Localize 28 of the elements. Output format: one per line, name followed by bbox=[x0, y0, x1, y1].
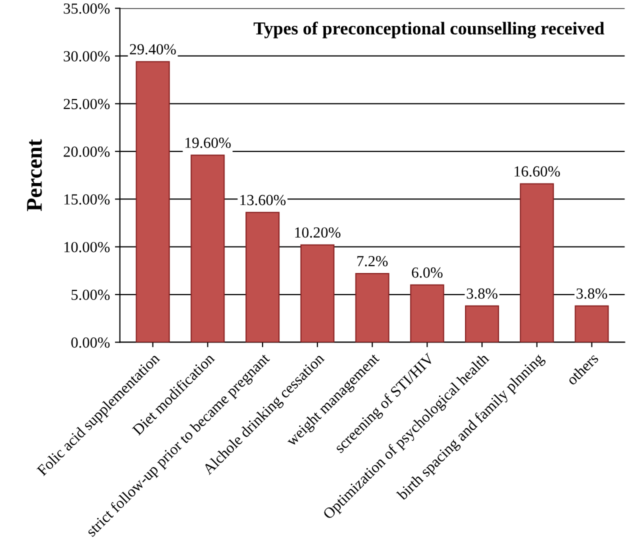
y-tick-label: 25.00% bbox=[64, 98, 110, 110]
data-label: 3.8% bbox=[466, 288, 498, 299]
y-tick-label: 35.00% bbox=[64, 3, 110, 14]
bar bbox=[465, 305, 500, 342]
data-label: 10.20% bbox=[295, 227, 340, 238]
bar bbox=[300, 244, 334, 342]
y-tick-label: 10.00% bbox=[64, 242, 110, 252]
y-axis-title: Percent bbox=[27, 139, 42, 212]
y-tick-label: 0.00% bbox=[71, 337, 110, 348]
bar bbox=[520, 183, 554, 342]
data-label: 13.60% bbox=[240, 194, 286, 206]
y-tick-label: 20.00% bbox=[64, 146, 110, 157]
bar bbox=[574, 305, 609, 342]
bar bbox=[190, 154, 225, 342]
data-label: 16.60% bbox=[514, 166, 560, 177]
bar bbox=[246, 212, 280, 342]
data-label: 7.2% bbox=[357, 256, 388, 266]
y-tick-label: 5.00% bbox=[72, 290, 110, 300]
data-label: 6.0% bbox=[412, 267, 443, 278]
y-tick-label: 30.00% bbox=[64, 51, 110, 62]
bar bbox=[355, 272, 390, 342]
data-label: 3.8% bbox=[576, 288, 608, 299]
y-tick-label: 15.00% bbox=[64, 194, 110, 205]
bar bbox=[410, 284, 444, 342]
text: Types of preconceptional counselling received bbox=[254, 22, 604, 38]
data-label: 19.60% bbox=[185, 138, 231, 148]
data-label: 29.40% bbox=[130, 44, 176, 55]
bar bbox=[136, 61, 170, 342]
